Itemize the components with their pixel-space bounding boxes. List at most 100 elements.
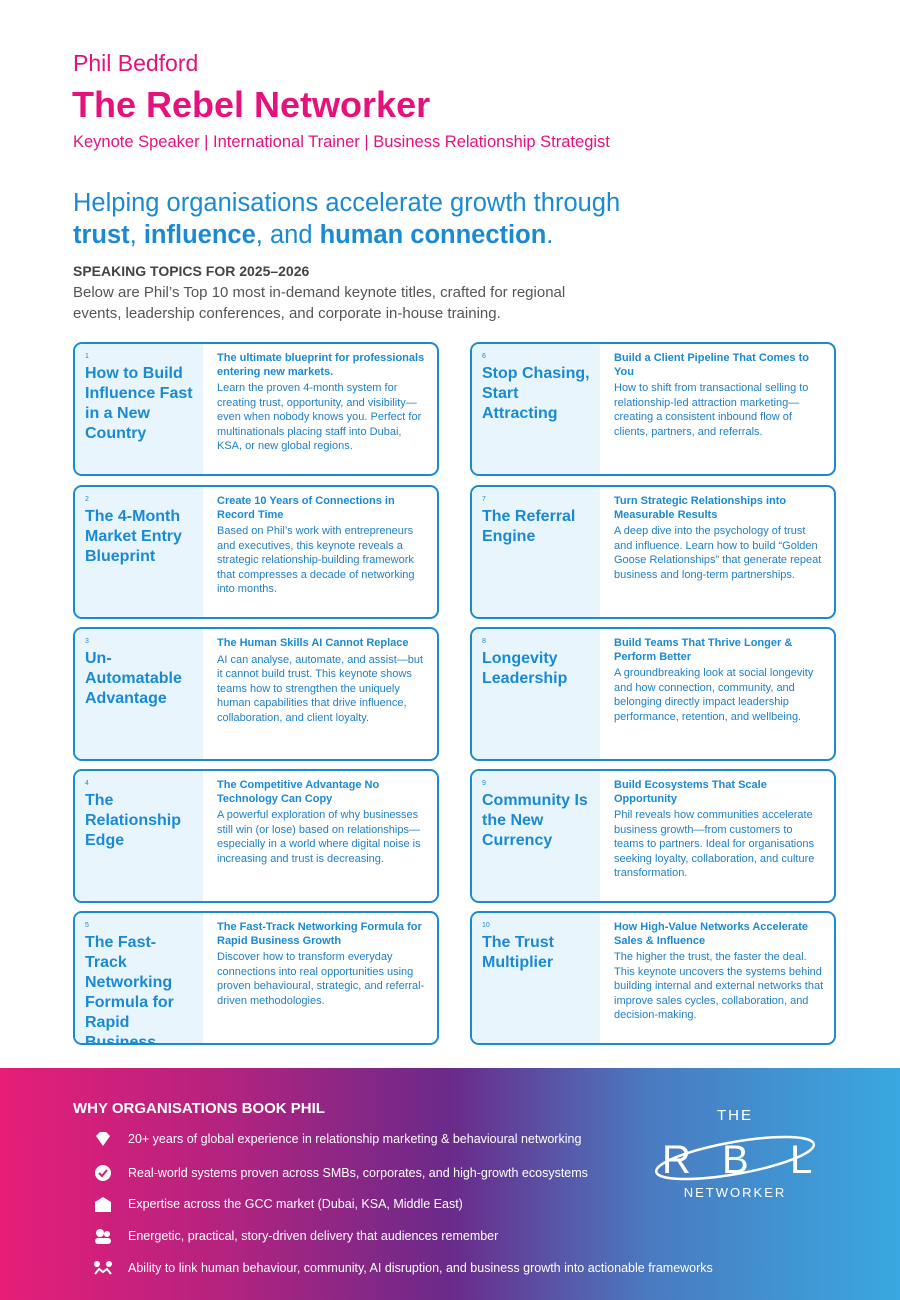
card-text-panel: Build a Client Pipeline That Comes to Yo… <box>600 344 834 474</box>
card-title: The Fast-Track Networking Formula for Ra… <box>85 934 174 1045</box>
card-text-panel: Create 10 Years of Connections in Record… <box>203 487 437 617</box>
card-number: 5 <box>85 922 89 929</box>
topic-card: 3 Un-Automatable Advantage The Human Skill… <box>73 627 439 761</box>
card-number: 8 <box>482 638 486 645</box>
reason-item: Real-world systems proven across SMBs, c… <box>128 1166 588 1180</box>
topic-card: 10 The Trust Multiplier How High-Value Net… <box>470 911 836 1045</box>
card-body: How to shift from transactional selling … <box>614 382 809 438</box>
mission-line: trust, influence, and human connection. <box>73 221 553 250</box>
card-text-panel: The Competitive Advantage No Technology … <box>203 771 437 901</box>
reason-item: 20+ years of global experience in relati… <box>128 1132 582 1146</box>
card-number: 10 <box>482 922 490 929</box>
card-text-panel: Build Ecosystems That Scale Opportunity P… <box>600 771 834 901</box>
card-title: Community Is the New Currency <box>482 792 588 849</box>
card-title-panel: 7 The Referral Engine <box>472 487 600 617</box>
logo-text: THE <box>717 1107 753 1124</box>
card-title: The Trust Multiplier <box>482 934 555 971</box>
reason-icon <box>95 1229 111 1244</box>
card-body: Based on Phil’s work with entrepreneurs … <box>217 525 415 595</box>
logo-swirl <box>654 1135 816 1181</box>
card-number: 4 <box>85 780 89 787</box>
card-title-panel: 10 The Trust Multiplier <box>472 913 600 1043</box>
logo-letter: L <box>790 1138 812 1182</box>
card-title-panel: 5 The Fast-Track Networking Formula for R… <box>75 913 203 1043</box>
card-text-panel: The Fast-Track Networking Formula for Ra… <box>203 913 437 1043</box>
reason-item: Expertise across the GCC market (Dubai, … <box>128 1197 463 1211</box>
card-text-panel: Turn Strategic Relationships into Measur… <box>600 487 834 617</box>
card-text-panel: The ultimate blueprint for professionals… <box>203 344 437 474</box>
mission-line: Helping organisations accelerate growth … <box>73 189 621 217</box>
topic-card: 4 The Relationship Edge The Competitive Ad… <box>73 769 439 903</box>
card-number: 2 <box>85 496 89 503</box>
card-subtitle: Build a Client Pipeline That Comes to Yo… <box>614 352 809 378</box>
card-text-panel: How High-Value Networks Accelerate Sales… <box>600 913 834 1043</box>
card-subtitle: Build Ecosystems That Scale Opportunity <box>614 779 767 805</box>
topic-card: 1 How to Build Influence Fast in a New Co… <box>73 342 439 476</box>
speaker-name: Phil Bedford <box>73 50 199 76</box>
card-title-panel: 2 The 4-Month Market Entry Blueprint <box>75 487 203 617</box>
logo: THE R B L NETWORKER <box>654 1107 816 1200</box>
card-body: Phil reveals how communities accelerate … <box>614 809 815 879</box>
topic-card: 6 Stop Chasing, Start Attracting Build a C… <box>470 342 836 476</box>
card-subtitle: The Fast-Track Networking Formula for Ra… <box>217 921 422 947</box>
card-number: 9 <box>482 780 486 787</box>
card-body: The higher the trust, the faster the dea… <box>614 951 824 1021</box>
logo-letter: R <box>662 1138 691 1182</box>
topic-card: 9 Community Is the New Currency Build Ecos… <box>470 769 836 903</box>
card-subtitle: Turn Strategic Relationships into Measur… <box>614 495 787 521</box>
reason-item: Energetic, practical, story-driven deliv… <box>128 1229 499 1243</box>
mission-text: . <box>546 221 554 249</box>
card-title: Stop Chasing, Start Attracting <box>482 365 590 422</box>
card-body: AI can analyse, automate, and assist—but… <box>217 653 424 724</box>
reason-item: Ability to link human behaviour, communi… <box>128 1261 713 1275</box>
card-body: A deep dive into the psychology of trust… <box>614 525 822 581</box>
section-intro: Below are Phil’s Top 10 most in-demand k… <box>73 284 566 322</box>
card-title-panel: 8 Longevity Leadership <box>472 629 600 759</box>
reason-icon <box>95 1165 111 1181</box>
card-number: 7 <box>482 496 486 503</box>
card-title-panel: 6 Stop Chasing, Start Attracting <box>472 344 600 474</box>
card-title-panel: 3 Un-Automatable Advantage <box>75 629 203 759</box>
mission-keyword: trust <box>73 221 130 249</box>
footer-heading: WHY ORGANISATIONS BOOK PHIL <box>73 1100 325 1117</box>
card-body: Discover how to transform everyday conne… <box>217 951 425 1007</box>
card-text-panel: The Human Skills AI Cannot Replace AI can… <box>203 629 437 759</box>
card-subtitle: The ultimate blueprint for professionals… <box>217 352 425 378</box>
card-subtitle: Create 10 Years of Connections in Record… <box>217 495 395 521</box>
topic-card: 5 The Fast-Track Networking Formula for R… <box>73 911 439 1045</box>
card-subtitle: The Human Skills AI Cannot Replace <box>217 637 409 649</box>
card-title-panel: 9 Community Is the New Currency <box>472 771 600 901</box>
topic-card: 2 The 4-Month Market Entry Blueprint Creat… <box>73 485 439 619</box>
footer: WHY ORGANISATIONS BOOK PHIL THE R B L NE… <box>0 1068 900 1300</box>
card-number: 3 <box>85 638 89 645</box>
mission-text: , <box>129 221 144 249</box>
card-title: The Relationship Edge <box>85 792 182 849</box>
card-title: The 4-Month Market Entry Blueprint <box>85 508 182 565</box>
logo-text: NETWORKER <box>684 1185 787 1200</box>
card-number: 6 <box>482 353 486 360</box>
card-text-panel: Build Teams That Thrive Longer & Perform… <box>600 629 834 759</box>
reason-icon <box>95 1197 111 1212</box>
mission-keyword: human connection <box>319 221 547 249</box>
brand-title: The Rebel Networker <box>72 84 431 125</box>
tagline: Keynote Speaker | International Trainer … <box>73 133 610 151</box>
card-subtitle: How High-Value Networks Accelerate Sales… <box>614 921 808 947</box>
card-body: A powerful exploration of why businesses… <box>217 809 421 865</box>
card-title: How to Build Influence Fast in a New Cou… <box>85 365 193 442</box>
logo-letter: B <box>722 1138 749 1182</box>
reason-icon <box>96 1132 110 1146</box>
card-title-panel: 1 How to Build Influence Fast in a New Co… <box>75 344 203 474</box>
card-body: A groundbreaking look at social longevit… <box>614 667 814 723</box>
mission-keyword: influence <box>143 221 256 249</box>
reason-icon <box>94 1261 112 1275</box>
topic-card: 7 The Referral Engine Turn Strategic Relat… <box>470 485 836 619</box>
topic-card: 8 Longevity Leadership Build Teams That Th… <box>470 627 836 761</box>
card-title: The Referral Engine <box>482 508 576 545</box>
card-number: 1 <box>85 353 89 360</box>
card-subtitle: Build Teams That Thrive Longer & Perform… <box>614 637 793 663</box>
card-title-panel: 4 The Relationship Edge <box>75 771 203 901</box>
card-body: Learn the proven 4-month system for crea… <box>217 382 422 452</box>
card-subtitle: The Competitive Advantage No Technology … <box>217 779 380 805</box>
section-heading: SPEAKING TOPICS FOR 2025–2026 <box>73 263 310 279</box>
